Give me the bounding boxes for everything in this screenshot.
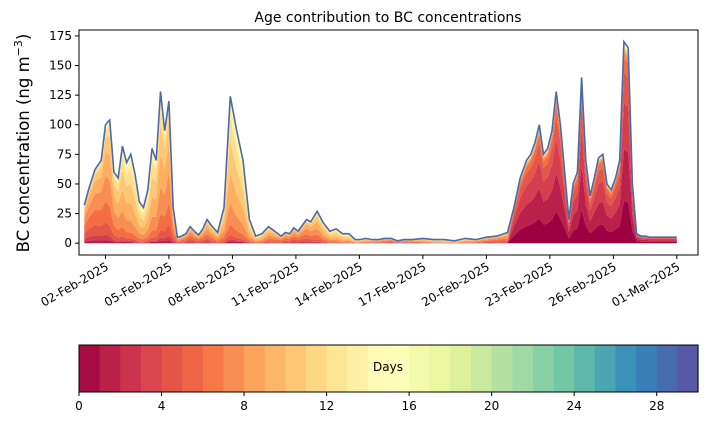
plot-frame <box>78 29 699 256</box>
colorbar-bin <box>305 345 328 392</box>
y-tick-label: 0 <box>64 236 72 250</box>
colorbar-tick-label: 8 <box>240 399 248 413</box>
colorbar-tick-label: 28 <box>649 399 664 413</box>
y-tick-label: 150 <box>49 59 72 73</box>
chart-title: Age contribution to BC concentrations <box>254 10 521 26</box>
x-tick-label: 08-Feb-2025 <box>165 259 238 309</box>
x-tick-label: 17-Feb-2025 <box>356 259 429 309</box>
colorbar-tick-label: 20 <box>484 399 499 413</box>
colorbar-bin <box>471 345 493 392</box>
y-axis-label: BC concentration (ng m−3) <box>12 34 33 253</box>
colorbar-tick-label: 12 <box>319 399 334 413</box>
colorbar-bin <box>553 345 575 392</box>
age-layer-0 <box>84 201 677 244</box>
y-tick-label: 125 <box>49 88 72 102</box>
colorbar-bin <box>450 345 472 392</box>
colorbar-bin <box>161 345 183 392</box>
colorbar-bin <box>244 345 266 392</box>
age-layer-7 <box>84 47 677 243</box>
colorbar-label: Days <box>373 360 403 374</box>
colorbar-tick-label: 0 <box>75 399 83 413</box>
colorbar-bin <box>202 345 225 392</box>
colorbar-bin <box>347 345 369 392</box>
age-layer-1 <box>84 149 677 244</box>
x-tick-label: 20-Feb-2025 <box>419 259 492 309</box>
colorbar-bin <box>120 345 142 392</box>
colorbar-bin <box>656 345 678 392</box>
colorbar-frame <box>78 344 699 393</box>
colorbar <box>79 345 699 392</box>
colorbar-bin <box>79 345 101 392</box>
colorbar-bin <box>491 345 513 392</box>
colorbar-ticks: 0 4 8 12 16 20 24 28 <box>75 392 664 413</box>
colorbar-bin <box>532 345 555 392</box>
colorbar-bin <box>615 345 637 392</box>
x-tick-label: 01-Mar-2025 <box>609 259 682 309</box>
x-tick-label: 14-Feb-2025 <box>292 259 365 309</box>
y-tick-label: 50 <box>57 177 72 191</box>
envelope-line <box>83 39 677 242</box>
y-tick-label: 25 <box>57 207 72 221</box>
colorbar-tick-label: 24 <box>567 399 582 413</box>
colorbar-bin <box>140 345 163 392</box>
colorbar-bin <box>182 345 204 392</box>
colorbar-bin <box>677 345 699 392</box>
colorbar-bin <box>285 345 307 392</box>
y-tick-label: 75 <box>57 147 72 161</box>
y-ticks: 0 25 50 75 100 125 150 175 <box>49 29 79 250</box>
colorbar-bin <box>512 345 534 392</box>
age-layer-6 <box>84 49 677 243</box>
colorbar-bin <box>326 345 348 392</box>
x-ticks: 02-Feb-202505-Feb-202508-Feb-202511-Feb-… <box>38 255 682 310</box>
colorbar-bin <box>594 345 617 392</box>
colorbar-bin <box>636 345 658 392</box>
colorbar-bin <box>367 345 390 392</box>
x-tick-label: 02-Feb-2025 <box>38 259 111 309</box>
x-tick-label: 11-Feb-2025 <box>229 259 302 309</box>
colorbar-bin <box>429 345 451 392</box>
y-tick-label: 100 <box>49 118 72 132</box>
colorbar-bin <box>574 345 596 392</box>
age-layer-2 <box>84 103 677 244</box>
colorbar-bin <box>223 345 245 392</box>
x-tick-label: 05-Feb-2025 <box>102 259 175 309</box>
x-tick-label: 26-Feb-2025 <box>546 259 619 309</box>
colorbar-bin <box>409 345 431 392</box>
colorbar-tick-label: 16 <box>401 399 416 413</box>
colorbar-bin <box>99 345 121 392</box>
envelope-group <box>83 39 677 242</box>
y-tick-label: 175 <box>49 29 72 43</box>
colorbar-bin <box>388 345 410 392</box>
age-layers <box>84 41 677 244</box>
colorbar-bin <box>264 345 286 392</box>
colorbar-tick-label: 4 <box>158 399 166 413</box>
x-tick-label: 23-Feb-2025 <box>483 259 556 309</box>
